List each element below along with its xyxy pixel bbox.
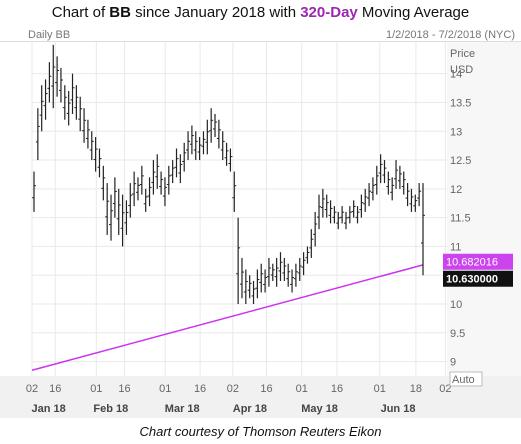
x-tick-label: 16 (260, 383, 272, 395)
y-axis-title-line: USD (450, 64, 473, 76)
x-tick-label: 16 (49, 383, 61, 395)
price-value-box (443, 270, 513, 287)
title-period: 320-Day (300, 4, 358, 21)
ma-value-label: 10.682016 (446, 257, 498, 269)
auto-scale-button[interactable] (449, 371, 483, 387)
x-tick-label: 01 (374, 383, 386, 395)
moving-average-line (31, 264, 424, 371)
x-tick-label: 18 (410, 383, 422, 395)
chart-grid (31, 42, 447, 376)
y-tick-label: 12 (450, 184, 462, 196)
date-range-label: 1/2/2018 - 7/2/2018 (NYC) (386, 29, 515, 41)
x-tick-label: 01 (296, 383, 308, 395)
price-chart: Daily BB 1/2/2018 - 7/2/2018 (NYC) Price US… (0, 29, 521, 418)
x-tick-label: 16 (194, 383, 206, 395)
y-axis-band (447, 42, 521, 376)
auto-scale-label: Auto (452, 374, 475, 386)
x-tick-label: 02 (439, 383, 451, 395)
y-axis-title-line: Price (450, 48, 475, 60)
plot-area (32, 42, 447, 376)
x-month-label: Jun 18 (381, 403, 416, 415)
chart-caption: Chart courtesy of Thomson Reuters Eikon (139, 424, 382, 439)
y-tick-label: 14 (450, 69, 462, 81)
title-part-3: Moving Average (357, 4, 470, 21)
x-month-label: Jan 18 (31, 403, 65, 415)
x-month-label: Mar 18 (165, 403, 200, 415)
y-tick-label: 13.5 (450, 97, 471, 109)
x-tick-label: 02 (227, 383, 239, 395)
y-tick-label: 13 (450, 126, 462, 138)
x-tick-label: 01 (90, 383, 102, 395)
x-tick-label: 02 (26, 383, 38, 395)
x-month-label: Feb 18 (93, 403, 128, 415)
price-value-label: 10.630000 (446, 274, 498, 286)
series-label: Daily BB (28, 29, 70, 41)
chart-title: Chart of BB since January 2018 with 320-… (0, 4, 521, 21)
x-tick-label: 01 (159, 383, 171, 395)
title-part-1: Chart of (51, 4, 110, 21)
y-tick-label: 10 (450, 299, 462, 311)
x-tick-label: 16 (118, 383, 130, 395)
y-tick-label: 9.5 (450, 328, 465, 340)
title-ticker: BB (109, 4, 131, 21)
x-month-label: May 18 (301, 403, 338, 415)
y-tick-label: 11 (450, 241, 461, 253)
x-tick-label: 16 (331, 383, 343, 395)
y-tick-label: 12.5 (450, 155, 471, 167)
x-month-label: Apr 18 (233, 403, 267, 415)
title-part-2: since January 2018 with (130, 4, 301, 21)
y-tick-label: 11.5 (450, 213, 471, 225)
chart-labels: Daily BB 1/2/2018 - 7/2/2018 (NYC) Price US… (26, 29, 515, 415)
chart-background (0, 41, 521, 418)
moving-average-layer (31, 264, 424, 371)
price-bars (32, 44, 425, 305)
y-tick-label: 9 (450, 357, 456, 369)
ma-value-box (443, 253, 513, 270)
x-axis-band (0, 376, 521, 418)
